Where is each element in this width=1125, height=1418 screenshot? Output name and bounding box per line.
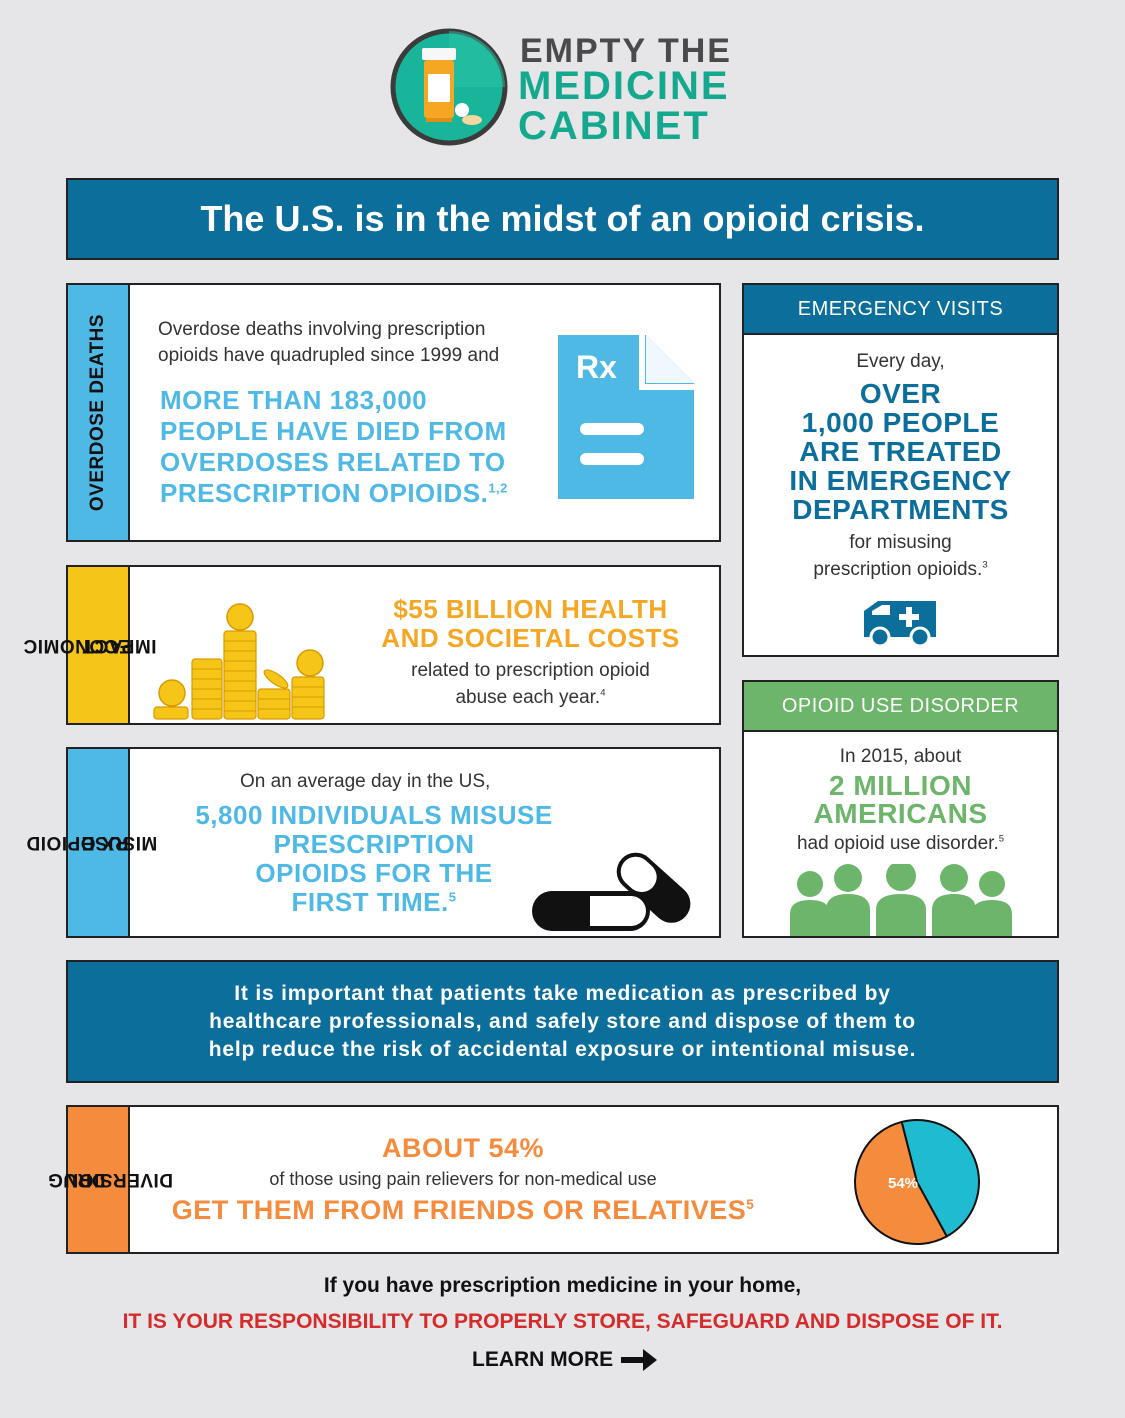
disorder-outro: had opioid use disorder.5 [796, 833, 1005, 854]
diversion-ref: 5 [746, 1197, 755, 1212]
diversion-stat-bottom: GET THEM FROM FRIENDS OR RELATIVES5 [171, 1195, 755, 1225]
learn-more-link[interactable]: LEARN MORE [472, 1346, 659, 1374]
emergency-outro: for misusing prescription opioids.3 [813, 532, 988, 580]
message-line2: healthcare professionals, and safely sto… [209, 1009, 916, 1033]
diversion-pie-chart: 54% [854, 1119, 980, 1245]
footer-line2: IT IS YOUR RESPONSIBILITY TO PROPERLY ST… [122, 1310, 1003, 1333]
headline-bar: The U.S. is in the midst of an opioid cr… [66, 178, 1059, 260]
drug-diversion-card: DRUG DIVERSION ABOUT 54% of those using p… [48, 1105, 1059, 1254]
learn-more-label: LEARN MORE [472, 1348, 614, 1371]
misuse-intro: On an average day in the US, [240, 771, 491, 792]
pie-label: 54% [888, 1175, 918, 1192]
pie-slice-54 [854, 1120, 949, 1245]
emergency-intro: Every day, [856, 351, 945, 372]
opioid-use-disorder-card: OPIOID USE DISORDER In 2015, about 2 MIL… [742, 680, 1059, 938]
overdose-side-label: OVERDOSE DEATHS [68, 285, 130, 540]
diversion-side-label: DRUG DIVERSION [48, 1107, 174, 1252]
logo-line1: EMPTY THE [520, 32, 732, 70]
logo-line2: MEDICINE [518, 64, 730, 108]
message-bar: It is important that patients take medic… [66, 960, 1059, 1083]
economic-ref: 4 [600, 687, 606, 699]
economic-side-label: ECONOMIC IMPACT [23, 567, 156, 723]
message-line1: It is important that patients take medic… [234, 981, 891, 1005]
disorder-stat: 2 MILLION AMERICANS [813, 770, 988, 829]
rx-glyph: Rx [576, 349, 617, 385]
prescription-document-icon [558, 335, 694, 499]
misuse-stat: 5,800 INDIVIDUALS MISUSE PRESCRIPTION OP… [195, 800, 553, 917]
economic-impact-card: ECONOMIC IMPACT $55 BILLION HEALTH AND SO… [23, 565, 721, 725]
rx-opioid-misuse-card: RX OPIOID MISUSE On an average day in the… [26, 747, 721, 938]
overdose-ref: 1,2 [488, 480, 508, 496]
pill-capsules-icon [532, 852, 691, 931]
misuse-ref: 5 [448, 889, 457, 905]
economic-stat: $55 BILLION HEALTH AND SOCIETAL COSTS [381, 594, 680, 653]
disorder-ref: 5 [998, 833, 1005, 845]
overdose-deaths-card: OVERDOSE DEATHS Overdose deaths involvin… [66, 283, 721, 542]
logo-line3: CABINET [518, 104, 710, 148]
pie-slice-other [900, 1119, 980, 1238]
headline-text: The U.S. is in the midst of an opioid cr… [200, 198, 925, 239]
misuse-side-label: RX OPIOID MISUSE [26, 749, 157, 936]
arrow-right-icon [621, 1349, 658, 1371]
people-group-icon [790, 864, 1012, 936]
diversion-middle: of those using pain relievers for non-me… [269, 1169, 657, 1189]
emergency-stat: OVER 1,000 PEOPLE ARE TREATED IN EMERGEN… [789, 378, 1012, 525]
overdose-intro: Overdose deaths involving prescription o… [158, 319, 500, 366]
diversion-stat-top: ABOUT 54% [381, 1133, 545, 1163]
footer-line1: If you have prescription medicine in you… [323, 1274, 802, 1297]
coin-stacks-icon [153, 603, 325, 720]
emergency-visits-card: EMERGENCY VISITS Every day, OVER 1,000 P… [742, 283, 1059, 657]
emergency-header: EMERGENCY VISITS [744, 285, 1057, 335]
emergency-ref: 3 [982, 559, 988, 571]
economic-outro: related to prescription opioid abuse eac… [411, 660, 650, 708]
disorder-header: OPIOID USE DISORDER [744, 682, 1057, 732]
disorder-intro: In 2015, about [839, 746, 962, 767]
overdose-stat: MORE THAN 183,000 PEOPLE HAVE DIED FROM … [160, 385, 508, 508]
message-line3: help reduce the risk of accidental expos… [208, 1037, 917, 1061]
ambulance-icon [864, 601, 936, 647]
medicine-bottle-logo-icon [390, 28, 508, 146]
logo: EMPTY THE MEDICINE CABINET [390, 28, 740, 148]
